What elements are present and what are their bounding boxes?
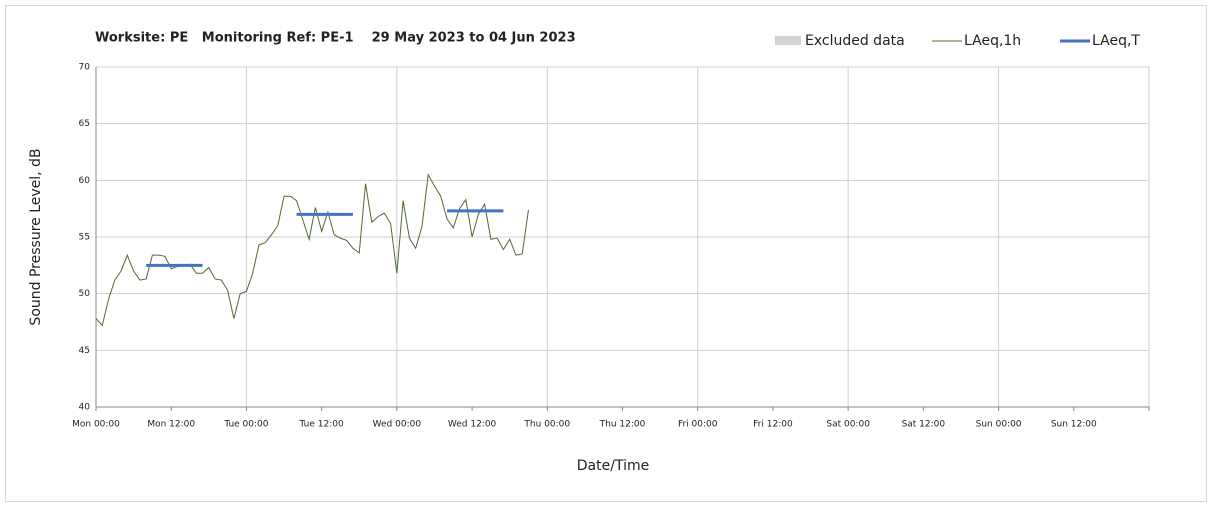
legend-label: Excluded data [805, 33, 905, 49]
y-tick-label: 70 [79, 63, 91, 73]
x-tick-label: Fri 00:00 [678, 420, 718, 430]
y-tick-label: 60 [79, 176, 91, 186]
data-line [95, 173, 529, 327]
x-tick-label: Sun 00:00 [976, 420, 1022, 430]
x-tick-label: Thu 12:00 [599, 420, 646, 430]
y-tick-label: 50 [79, 289, 91, 299]
frame [5, 5, 1207, 502]
y-tick-label: 45 [79, 346, 90, 356]
x-tick-label: Thu 00:00 [523, 420, 570, 430]
x-axis-label: Date/Time [577, 458, 649, 474]
x-tick-label: Sun 12:00 [1051, 420, 1097, 430]
y-tick-label: 55 [79, 233, 90, 243]
y-tick-label: 40 [79, 403, 91, 413]
legend-label: LAeq,T [1092, 33, 1140, 49]
x-tick-label: Sat 12:00 [902, 420, 946, 430]
legend-label: LAeq,1h [964, 33, 1021, 49]
x-tick-label: Mon 00:00 [72, 420, 120, 430]
x-tick-label: Sat 00:00 [826, 420, 870, 430]
x-tick-label: Wed 12:00 [448, 420, 497, 430]
legend-swatch [775, 36, 801, 45]
y-axis-label: Sound Pressure Level, dB [28, 148, 44, 325]
x-tick-label: Fri 12:00 [753, 420, 793, 430]
x-tick-label: Mon 12:00 [147, 420, 195, 430]
x-tick-label: Tue 00:00 [223, 420, 268, 430]
x-tick-label: Tue 12:00 [299, 420, 344, 430]
y-tick-label: 65 [79, 119, 90, 129]
chart-title: Worksite: PE Monitoring Ref: PE-1 29 May… [95, 31, 576, 46]
x-tick-label: Wed 00:00 [373, 420, 422, 430]
